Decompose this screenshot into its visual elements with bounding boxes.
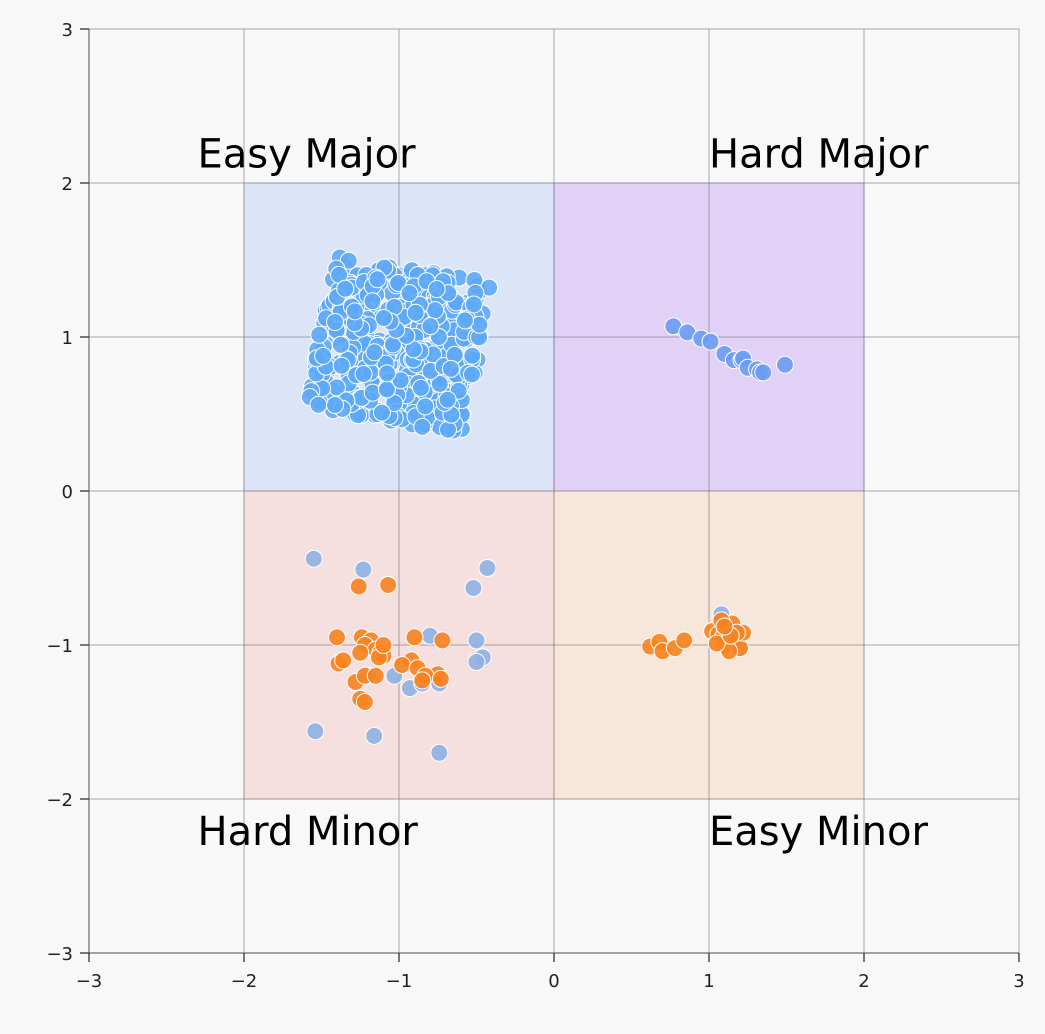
y-tick-label: 1 [62,328,73,349]
scatter-point [310,325,329,344]
scatter-point [455,311,474,330]
x-tick-label: 2 [858,971,869,992]
scatter-point [427,280,446,299]
x-tick-label: 0 [548,971,559,992]
y-tick-label: −3 [46,944,73,965]
x-tick-label: 3 [1013,971,1024,992]
scatter-point [438,390,457,409]
scatter-point [365,726,384,745]
scatter-point [413,417,432,436]
scatter-point [304,549,323,568]
region-layer [243,182,865,800]
scatter-point [416,397,435,416]
y-tick-label: −2 [46,790,73,811]
scatter-point [411,378,430,397]
scatter-point [701,332,720,351]
scatter-point [430,743,449,762]
scatter-point [379,575,398,594]
axis-ticks: −3 −2 −1 0 1 2 3 −3 −2 −1 0 1 2 3 [46,20,1024,992]
scatter-point [467,631,486,650]
x-tick-label: 1 [703,971,714,992]
scatter-point [328,628,346,647]
scatter-point [372,403,391,422]
scatter-point [754,363,773,382]
scatter-point [438,420,457,439]
scatter-point [355,692,374,711]
scatter-point [332,356,351,375]
y-tick-label: −1 [46,636,73,657]
scatter-point [326,313,345,332]
scatter-point [400,284,419,303]
scatter-point [463,346,482,365]
scatter-point [314,346,333,365]
scatter-point [707,634,726,653]
scatter-point [345,302,364,321]
scatter-point [715,617,734,636]
scatter-point [326,395,345,414]
scatter-point [467,652,486,671]
region-label: Hard Minor [198,809,419,855]
scatter-point [306,722,325,741]
scatter-point [374,308,393,327]
scatter-point [775,355,794,374]
scatter-point [365,343,384,362]
points-layer [300,248,794,762]
scatter-point [351,643,370,662]
region-label: Easy Major [198,132,417,178]
y-tick-label: 0 [62,482,73,503]
scatter-point [354,364,373,383]
scatter-point [374,636,393,654]
scatter-point [406,303,425,322]
scatter-point [363,292,382,311]
region-hard-minor [243,490,555,800]
scatter-point [378,364,397,383]
scatter-point [349,577,368,596]
scatter-point [426,301,445,320]
region-labels: Easy Major Hard Major Hard Minor Easy Minor [198,132,930,856]
scatter-point [405,628,424,647]
scatter-point [464,295,483,314]
scatter-point [478,559,497,577]
scatter-point [675,631,694,650]
scatter-point [441,359,460,378]
x-tick-label: −1 [386,971,413,992]
scatter-point [462,365,481,384]
y-tick-label: 3 [62,20,73,41]
scatter-point [336,279,355,298]
scatter-point [334,651,353,670]
scatter-point [393,656,412,675]
scatter-point [433,631,452,650]
scatter-point [368,270,387,289]
scatter-point [309,395,328,414]
scatter-point [464,579,483,598]
scatter-point [354,560,373,579]
y-tick-label: 2 [62,174,73,195]
region-label: Hard Major [709,132,929,178]
x-tick-label: −3 [76,971,103,992]
scatter-point [413,671,432,690]
scatter-point [431,669,450,688]
scatter-point [421,317,440,336]
scatter-point [430,374,449,393]
region-label: Easy Minor [709,809,928,855]
scatter-point [366,666,385,685]
x-tick-label: −2 [231,971,258,992]
scatter-point [331,335,350,354]
